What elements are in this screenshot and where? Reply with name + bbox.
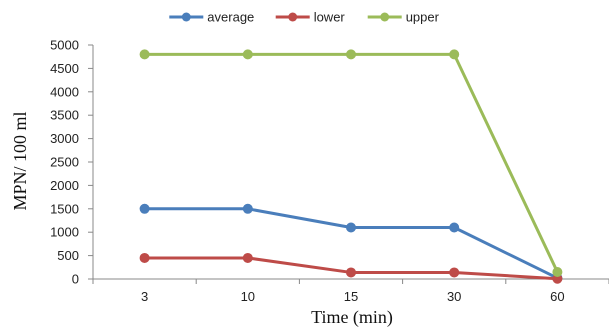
x-axis-ticks: 3 10 15 30 60 bbox=[92, 279, 609, 304]
legend-marker-lower bbox=[288, 12, 298, 22]
data-point-average bbox=[242, 203, 253, 214]
data-point-lower bbox=[139, 252, 150, 263]
y-tick-label: 3500 bbox=[50, 108, 79, 123]
y-tick-label: 4000 bbox=[50, 84, 79, 99]
data-point-upper bbox=[449, 49, 460, 60]
x-tick-label: 15 bbox=[344, 289, 358, 304]
legend: average lower upper bbox=[169, 10, 440, 25]
legend-item-lower: lower bbox=[275, 10, 346, 25]
y-axis-title: MPN/ 100 ml bbox=[10, 111, 30, 210]
x-axis-title: Time (min) bbox=[311, 307, 393, 328]
y-axis-ticks: 0 500 1000 1500 2000 2500 3000 3500 4000 4500 5000 bbox=[50, 38, 93, 287]
data-point-average bbox=[449, 222, 460, 233]
series-group bbox=[139, 49, 563, 284]
data-point-upper bbox=[552, 266, 563, 277]
legend-marker-average bbox=[181, 12, 191, 22]
data-point-lower bbox=[242, 252, 253, 263]
x-tick-label: 30 bbox=[447, 289, 461, 304]
y-tick-label: 1000 bbox=[50, 225, 79, 240]
legend-item-upper: upper bbox=[367, 10, 440, 25]
y-tick-label: 500 bbox=[57, 248, 79, 263]
legend-marker-upper bbox=[380, 12, 390, 22]
series-upper bbox=[139, 49, 563, 277]
y-tick-label: 1500 bbox=[50, 201, 79, 216]
series-line-upper bbox=[143, 52, 559, 274]
data-point-upper bbox=[139, 49, 150, 60]
y-tick-label: 2500 bbox=[50, 155, 79, 170]
y-tick-label: 3000 bbox=[50, 131, 79, 146]
axes bbox=[92, 45, 609, 280]
data-point-lower bbox=[449, 267, 460, 278]
y-tick-label: 2000 bbox=[50, 178, 79, 193]
x-tick-label: 60 bbox=[550, 289, 564, 304]
data-point-average bbox=[346, 222, 356, 233]
data-point-average bbox=[139, 203, 150, 214]
y-tick-label: 4500 bbox=[50, 61, 79, 76]
data-point-upper bbox=[242, 49, 253, 60]
x-tick-label: 10 bbox=[241, 289, 255, 304]
x-tick-label: 3 bbox=[141, 289, 148, 304]
data-point-upper bbox=[346, 49, 356, 60]
data-point-lower bbox=[346, 267, 356, 278]
legend-label-lower: lower bbox=[314, 10, 346, 25]
legend-item-average: average bbox=[169, 10, 254, 25]
legend-label-upper: upper bbox=[406, 10, 440, 25]
legend-label-average: average bbox=[207, 10, 254, 25]
y-tick-label: 5000 bbox=[50, 38, 79, 53]
y-tick-label: 0 bbox=[72, 272, 79, 287]
